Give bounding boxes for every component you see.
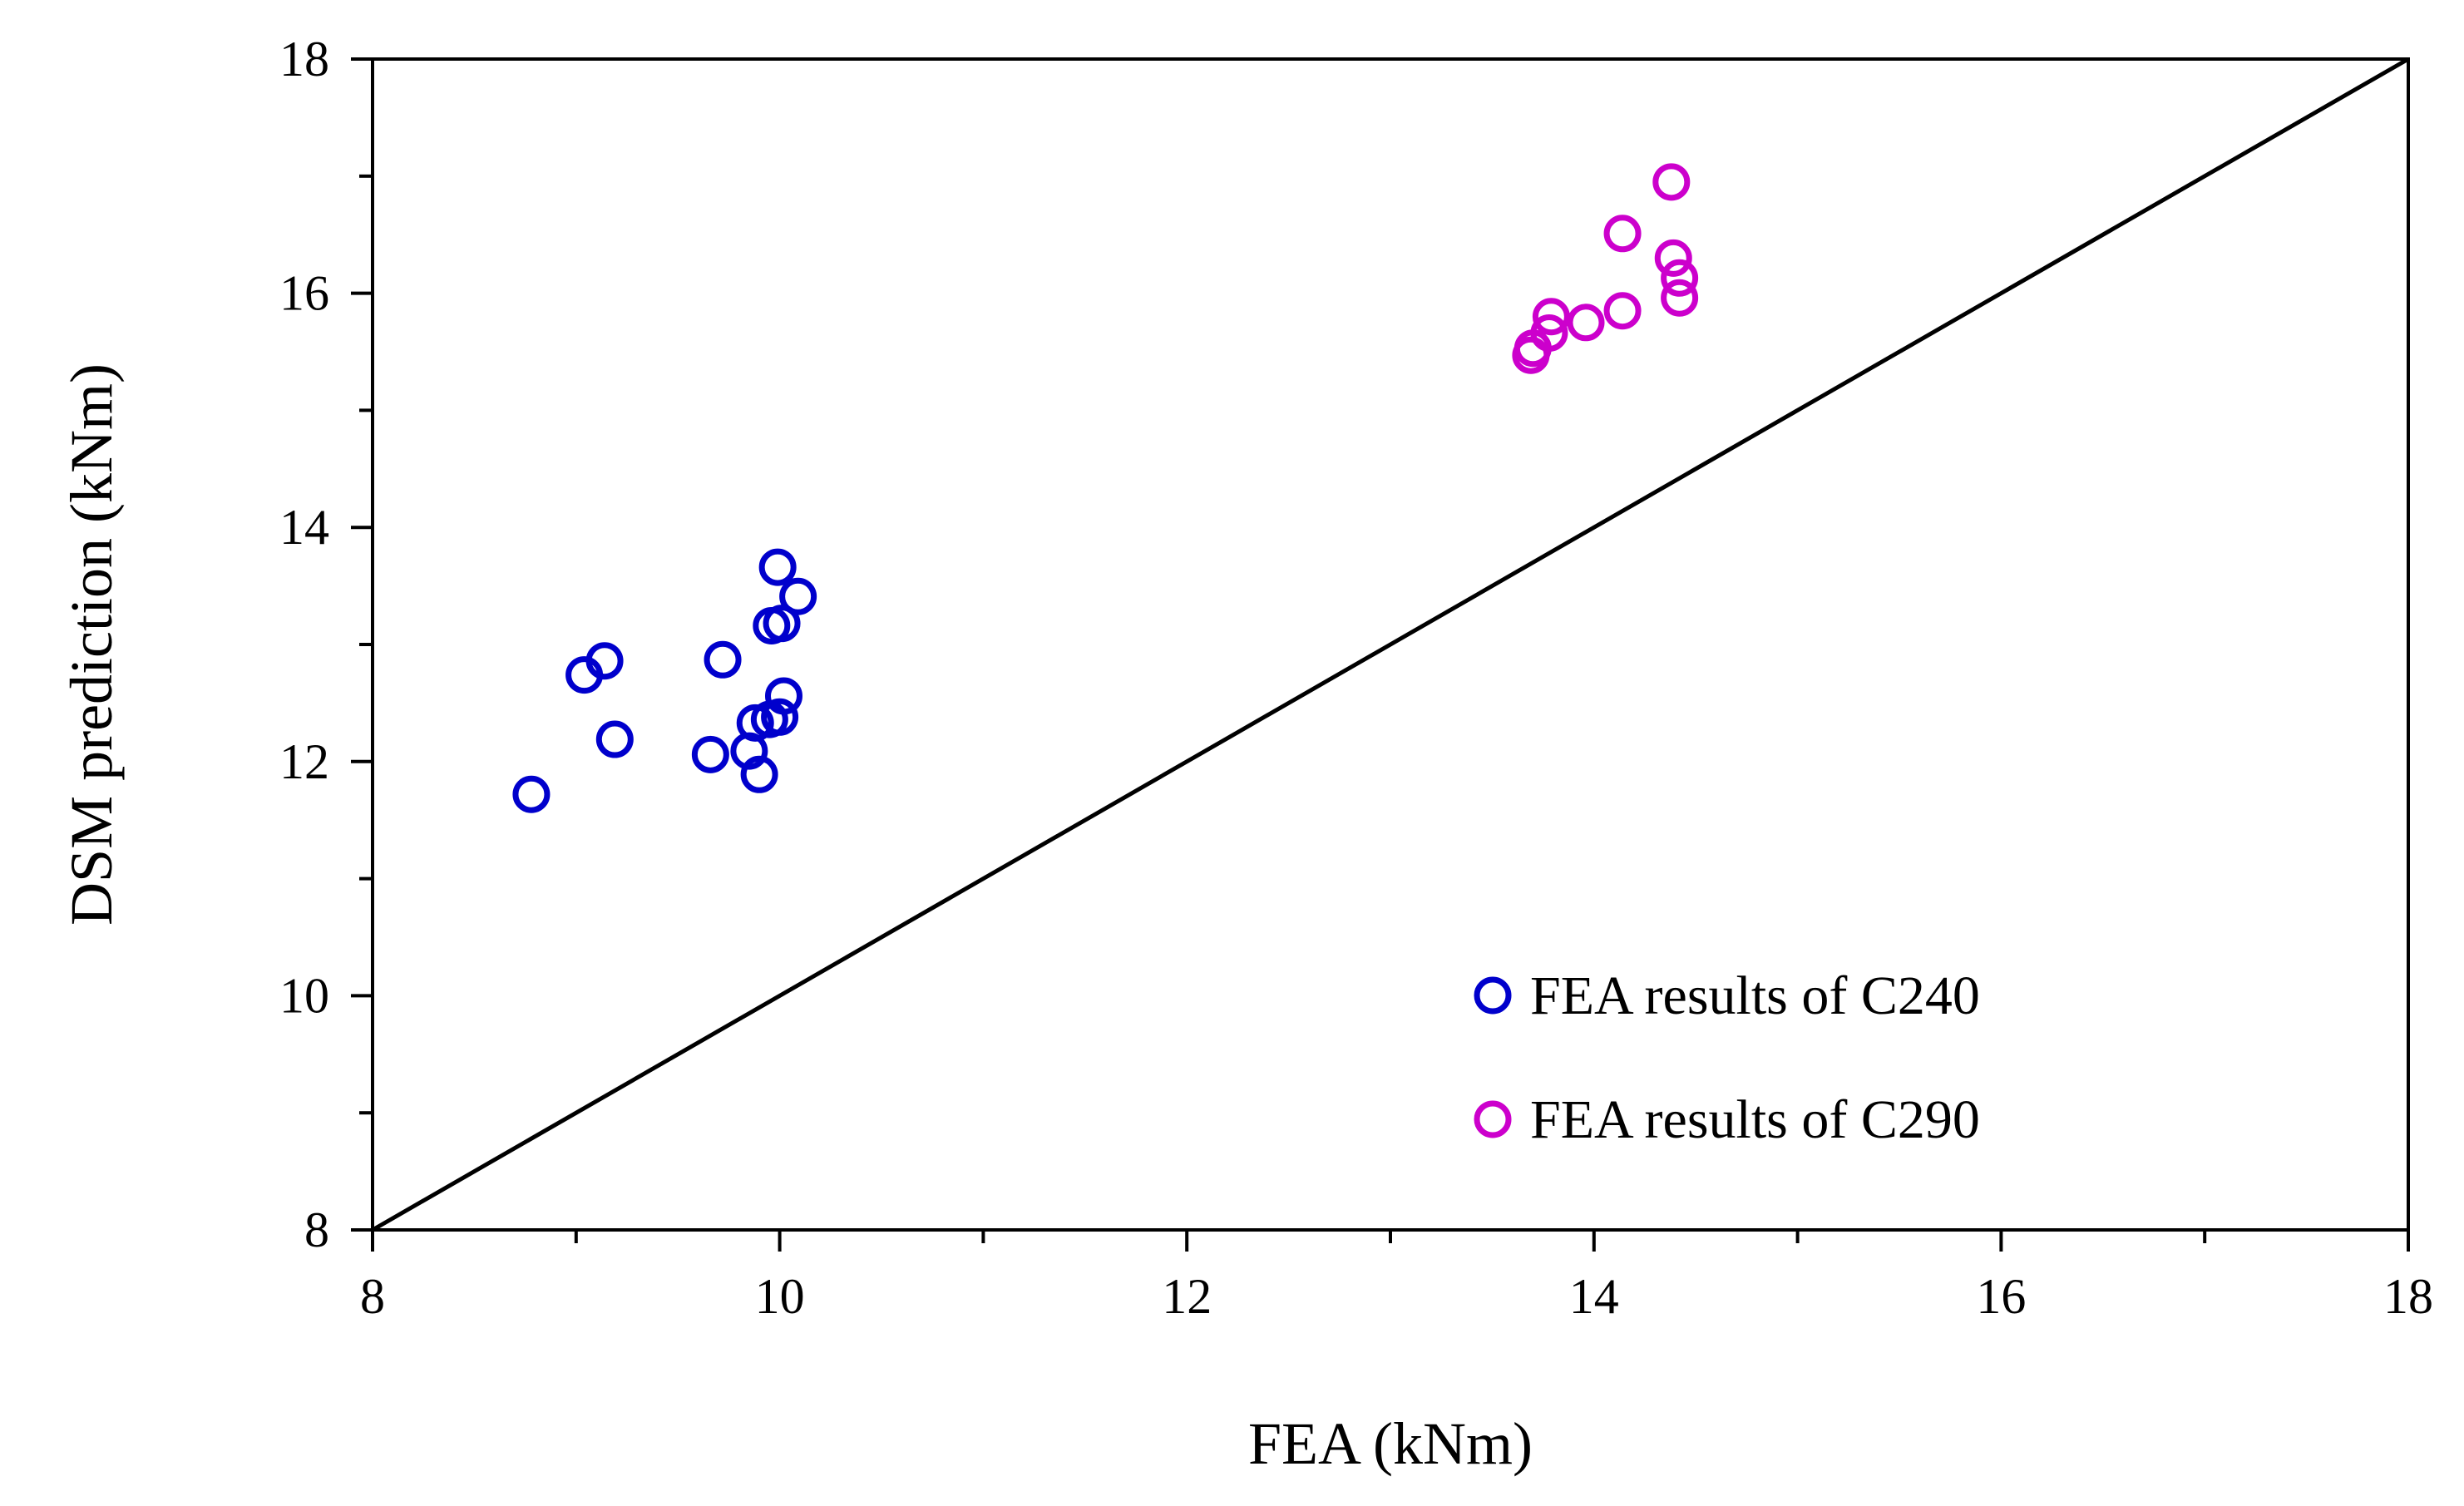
y-tick-label: 12	[279, 734, 329, 789]
legend-label-c290: FEA results of C290	[1530, 1089, 1980, 1150]
data-point	[1661, 259, 1699, 297]
data-points-layer	[512, 163, 1699, 813]
x-tick-label: 10	[755, 1269, 805, 1324]
data-point	[512, 775, 551, 813]
legend-label-c240: FEA results of C240	[1530, 965, 1980, 1026]
legend-marker-c240	[1474, 976, 1512, 1015]
axis-ticks-layer: 8 10 12 14 16 18 8 10 12 14 16 18	[279, 32, 2433, 1324]
x-axis-title: FEA (kNm)	[1248, 1410, 1533, 1477]
y-tick-label: 16	[279, 266, 329, 321]
data-point	[1603, 215, 1642, 253]
data-point	[1530, 314, 1568, 352]
data-point	[1567, 304, 1605, 342]
data-point	[1532, 298, 1570, 336]
series-c240	[512, 548, 817, 813]
y-tick-label: 10	[279, 968, 329, 1023]
data-point	[758, 548, 797, 586]
data-point	[691, 735, 729, 773]
data-point	[761, 698, 799, 736]
legend: FEA results of C240 FEA results of C290	[1474, 965, 1980, 1150]
x-tick-label: 14	[1569, 1269, 1619, 1324]
data-point	[1661, 279, 1699, 317]
x-tick-label: 12	[1162, 1269, 1212, 1324]
data-point	[736, 704, 774, 742]
x-tick-label: 18	[2383, 1269, 2433, 1324]
reference-line-layer	[371, 57, 2410, 1232]
reference-line	[371, 57, 2410, 1232]
x-tick-label: 16	[1976, 1269, 2026, 1324]
data-point	[1652, 163, 1691, 201]
y-tick-label: 18	[279, 32, 329, 86]
x-tick-label: 8	[360, 1269, 385, 1324]
y-tick-label: 8	[304, 1202, 329, 1257]
data-point	[763, 605, 801, 643]
data-point	[595, 720, 634, 758]
legend-marker-c290	[1474, 1100, 1512, 1138]
series-c290	[1512, 163, 1699, 374]
y-axis-title: DSM prediction (kNm)	[58, 363, 125, 926]
y-tick-label: 14	[279, 500, 329, 555]
data-point	[740, 755, 778, 793]
data-point	[779, 577, 817, 615]
data-point	[1654, 239, 1692, 277]
data-point	[704, 640, 742, 679]
data-point	[764, 677, 802, 715]
data-point	[585, 642, 624, 680]
data-point	[1603, 292, 1642, 330]
